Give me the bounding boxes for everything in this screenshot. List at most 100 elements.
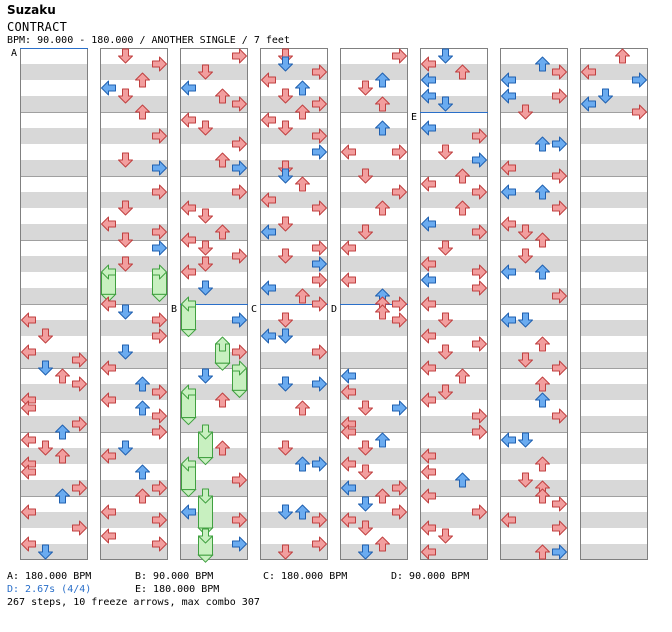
beat-stripe xyxy=(20,128,88,144)
left-arrow-icon xyxy=(341,424,356,440)
left-arrow-icon xyxy=(421,256,436,272)
arrow-shape xyxy=(518,472,533,488)
arrow-shape xyxy=(421,328,436,344)
arrow-shape xyxy=(295,504,310,520)
beat-stripe xyxy=(340,320,408,336)
left-arrow-icon xyxy=(261,328,276,344)
down-arrow-icon xyxy=(118,48,133,64)
right-arrow-icon xyxy=(552,408,567,424)
arrow-shape xyxy=(312,200,327,216)
down-arrow-icon xyxy=(278,88,293,104)
right-arrow-icon xyxy=(312,512,327,528)
beat-stripe xyxy=(420,416,488,432)
beat-stripe xyxy=(420,384,488,400)
arrow-shape xyxy=(472,424,487,440)
beat-stripe xyxy=(180,256,248,272)
arrow-shape xyxy=(552,200,567,216)
right-arrow-icon xyxy=(232,360,247,376)
right-arrow-icon xyxy=(72,416,87,432)
beat-stripe xyxy=(340,448,408,464)
beat-stripe xyxy=(580,384,648,400)
arrow-shape xyxy=(392,296,407,312)
left-arrow-icon xyxy=(341,512,356,528)
beat-stripe xyxy=(180,96,248,112)
beat-stripe xyxy=(420,224,488,240)
right-arrow-icon xyxy=(552,200,567,216)
right-arrow-icon xyxy=(152,512,167,528)
arrow-shape xyxy=(181,296,196,312)
down-arrow-icon xyxy=(358,168,373,184)
up-arrow-icon xyxy=(375,536,390,552)
up-arrow-icon xyxy=(215,440,230,456)
right-arrow-icon xyxy=(552,168,567,184)
beat-stripe xyxy=(500,352,568,368)
arrow-shape xyxy=(341,456,356,472)
beat-stripe xyxy=(260,256,328,272)
arrow-shape xyxy=(501,216,516,232)
arrow-shape xyxy=(278,248,293,264)
right-arrow-icon xyxy=(472,224,487,240)
arrow-shape xyxy=(438,384,453,400)
freeze-tail xyxy=(197,554,214,563)
up-arrow-icon xyxy=(295,176,310,192)
arrow-shape xyxy=(278,216,293,232)
beat-stripe xyxy=(580,128,648,144)
beat-stripe xyxy=(180,352,248,368)
freeze-tail xyxy=(214,362,231,371)
arrow-shape xyxy=(358,440,373,456)
arrow-shape xyxy=(392,400,407,416)
left-arrow-icon xyxy=(581,96,596,112)
beat-stripe xyxy=(260,512,328,528)
beat-stripe xyxy=(580,416,648,432)
left-arrow-icon xyxy=(181,456,196,472)
down-arrow-icon xyxy=(278,312,293,328)
arrow-shape xyxy=(198,488,213,504)
bpm-change-a: A: 180.000 BPM xyxy=(7,571,92,582)
arrow-shape xyxy=(552,168,567,184)
down-arrow-icon xyxy=(438,528,453,544)
arrow-shape xyxy=(278,328,293,344)
arrow-shape xyxy=(295,104,310,120)
beat-stripe xyxy=(500,448,568,464)
arrow-shape xyxy=(181,232,196,248)
beat-stripe xyxy=(260,288,328,304)
arrow-shape xyxy=(38,440,53,456)
beat-stripe xyxy=(340,224,408,240)
arrow-shape xyxy=(135,488,150,504)
right-arrow-icon xyxy=(312,240,327,256)
beat-stripe xyxy=(180,480,248,496)
beat-stripe xyxy=(340,480,408,496)
left-arrow-icon xyxy=(421,56,436,72)
step-chart: A B C D E xyxy=(11,48,648,563)
right-arrow-icon xyxy=(312,296,327,312)
down-arrow-icon xyxy=(118,256,133,272)
left-arrow-icon xyxy=(501,184,516,200)
left-arrow-icon xyxy=(501,72,516,88)
beat-stripe xyxy=(500,192,568,208)
down-arrow-icon xyxy=(438,96,453,112)
up-arrow-icon xyxy=(375,96,390,112)
down-arrow-icon xyxy=(278,56,293,72)
arrow-shape xyxy=(421,176,436,192)
arrow-shape xyxy=(232,136,247,152)
freeze-tail xyxy=(180,329,197,338)
beat-stripe xyxy=(100,256,168,272)
arrow-shape xyxy=(392,504,407,520)
arrow-shape xyxy=(21,400,36,416)
arrow-shape xyxy=(358,400,373,416)
beat-stripe xyxy=(100,288,168,304)
beat-stripe xyxy=(420,320,488,336)
down-arrow-icon xyxy=(118,440,133,456)
right-arrow-icon xyxy=(472,264,487,280)
left-arrow-icon xyxy=(421,328,436,344)
arrow-shape xyxy=(501,312,516,328)
arrow-shape xyxy=(375,536,390,552)
beat-stripe xyxy=(420,96,488,112)
arrow-shape xyxy=(421,272,436,288)
left-arrow-icon xyxy=(181,200,196,216)
left-arrow-icon xyxy=(341,368,356,384)
arrow-shape xyxy=(232,248,247,264)
beat-stripe xyxy=(100,96,168,112)
right-arrow-icon xyxy=(552,64,567,80)
arrow-shape xyxy=(215,392,230,408)
